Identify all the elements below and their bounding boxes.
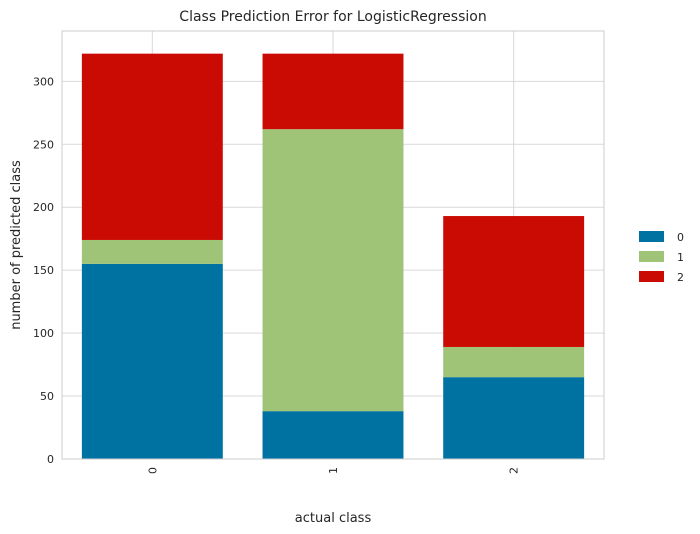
y-tick-label-1: 50	[40, 390, 54, 403]
legend-swatch-0	[639, 231, 664, 242]
bar-actual-2-predicted-2	[443, 216, 585, 347]
y-axis-label: number of predicted class	[9, 160, 24, 330]
y-tick-label-4: 200	[33, 201, 54, 214]
chart-title: Class Prediction Error for LogisticRegre…	[179, 9, 486, 25]
legend-swatch-2	[639, 271, 664, 282]
bar-actual-2-predicted-1	[443, 346, 585, 378]
y-tick-label-5: 250	[33, 138, 54, 151]
legend-label-1: 1	[677, 251, 684, 264]
x-axis-label: actual class	[295, 511, 372, 526]
bar-actual-0-predicted-2	[81, 53, 223, 240]
bar-actual-0-predicted-0	[81, 263, 223, 459]
x-tick-label-0: 0	[146, 467, 159, 474]
bar-actual-2-predicted-0	[443, 377, 585, 459]
bar-stacks	[81, 53, 585, 459]
y-tick-label-2: 100	[33, 327, 54, 340]
legend: 0 1 2	[639, 231, 684, 284]
y-tick-label-0: 0	[47, 453, 54, 466]
legend-label-2: 2	[677, 271, 684, 284]
plot-frame	[61, 30, 605, 460]
legend-swatch-1	[639, 251, 664, 262]
legend-label-0: 0	[677, 231, 684, 244]
y-tick-label-3: 150	[33, 264, 54, 277]
y-tick-labels: 0 50 100 150 200 250 300	[33, 75, 54, 466]
bar-actual-1-predicted-1	[262, 129, 404, 412]
x-tick-labels: 0 1 2	[146, 467, 520, 474]
bar-actual-1-predicted-0	[262, 411, 404, 459]
bar-actual-1-predicted-2	[262, 53, 404, 130]
bar-actual-0-predicted-1	[81, 239, 223, 264]
x-tick-label-1: 1	[327, 467, 340, 474]
x-tick-label-2: 2	[508, 467, 521, 474]
y-tick-label-6: 300	[33, 75, 54, 88]
